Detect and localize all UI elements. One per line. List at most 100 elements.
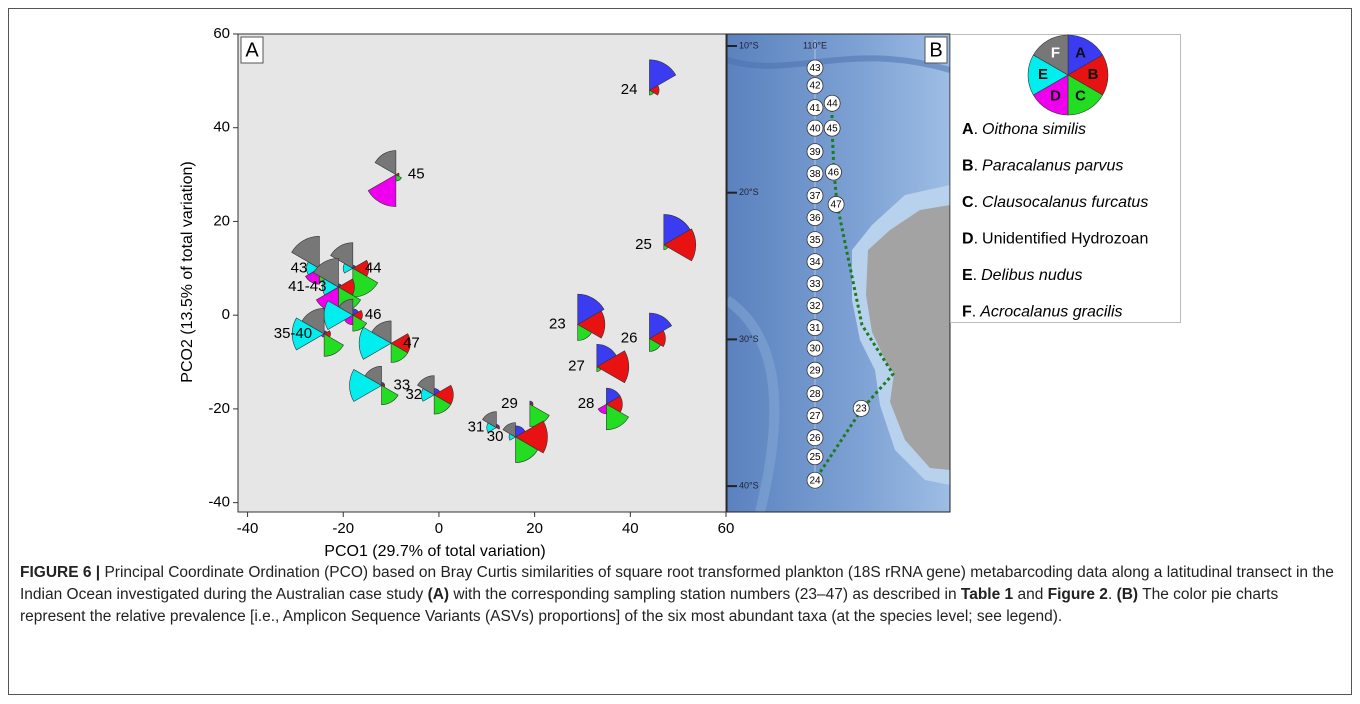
legend-separator: . (974, 121, 978, 138)
legend-letter: B (962, 158, 974, 175)
station-label: 30 (809, 343, 821, 354)
station-label: 39 (809, 147, 821, 158)
station-label: 25 (635, 236, 652, 253)
legend-letter: A (962, 121, 974, 138)
station-label: 45 (408, 166, 425, 183)
y-tick-label: -40 (208, 494, 230, 511)
legend-pie-letter: F (1051, 44, 1060, 61)
x-tick-label: -40 (237, 520, 259, 537)
station-label: 34 (809, 257, 821, 268)
lat-tick-label: 10°S (739, 40, 759, 50)
lat-tick-label: 30°S (739, 334, 759, 344)
legend-item: B.Paracalanus parvus (962, 158, 1123, 175)
legend-separator: . (974, 158, 978, 175)
legend-name: Clausocalanus furcatus (982, 194, 1148, 211)
caption-part: Table 1 (961, 586, 1013, 603)
lat-tick-label: 20°S (739, 187, 759, 197)
station-label: 26 (809, 433, 821, 444)
legend-pie-letter: E (1038, 66, 1048, 83)
legend-letter: E (962, 267, 973, 284)
legend-pie-letter: A (1075, 44, 1086, 61)
station-label: 41-43 (288, 278, 326, 295)
station-label: 46 (828, 167, 840, 178)
caption-part: (B) (1117, 586, 1139, 603)
caption: FIGURE 6 | Principal Coordinate Ordinati… (20, 562, 1342, 628)
station-label: 29 (501, 395, 518, 412)
station-label: 31 (468, 419, 485, 436)
station-label: 28 (809, 389, 821, 400)
legend-item: C.Clausocalanus furcatus (962, 194, 1148, 211)
legend-separator: . (972, 304, 976, 321)
station-label: 32 (809, 301, 821, 312)
station-label: 26 (621, 330, 638, 347)
station-label: 32 (405, 386, 422, 403)
x-tick-label: 0 (435, 520, 443, 537)
y-tick-label: 60 (213, 25, 230, 42)
legend-separator: . (973, 267, 977, 284)
x-tick-label: 40 (622, 520, 639, 537)
station-label: 24 (621, 81, 638, 98)
lon-label: 110°E (803, 40, 827, 50)
station-label: 41 (809, 103, 821, 114)
lat-tick-label: 40°S (739, 480, 759, 490)
station-label: 43 (291, 259, 308, 276)
legend-item: D.Unidentified Hydrozoan (962, 231, 1148, 248)
x-tick-label: -20 (332, 520, 354, 537)
station-label: 27 (568, 358, 585, 375)
station-label: 44 (827, 98, 839, 109)
station-label: 40 (809, 123, 821, 134)
x-tick-label: 20 (526, 520, 543, 537)
legend-pie-letter: B (1088, 66, 1099, 83)
station-label: 33 (809, 279, 821, 290)
caption-part: and (1013, 586, 1047, 603)
y-tick-label: 0 (222, 306, 230, 323)
station-label: 38 (809, 169, 821, 180)
station-label: 42 (809, 81, 821, 92)
station-label: 23 (856, 403, 868, 414)
y-tick-label: 20 (213, 212, 230, 229)
legend-separator: . (974, 194, 978, 211)
legend-letter: F (962, 304, 972, 321)
legend-name: Oithona similis (982, 121, 1086, 138)
station-label: 23 (549, 316, 566, 333)
station-label: 37 (809, 191, 821, 202)
legend-item: F.Acrocalanus gracilis (962, 304, 1123, 321)
x-tick-label: 60 (718, 520, 735, 537)
station-label: 25 (809, 452, 821, 463)
station-label: 31 (809, 323, 821, 334)
station-label: 30 (487, 428, 504, 445)
panel-label: B (929, 39, 942, 61)
caption-part: FIGURE 6 | (20, 564, 100, 581)
page: 244525434441-434635-40472326273332282931… (0, 0, 1360, 704)
caption-part: (A) (428, 586, 450, 603)
caption-part: with the corresponding sampling station … (449, 586, 961, 603)
caption-part: . (1108, 586, 1117, 603)
station-label: 35-40 (274, 325, 312, 342)
station-label: 35 (809, 235, 821, 246)
legend-separator: . (974, 231, 978, 248)
x-axis-title: PCO1 (29.7% of total variation) (324, 543, 545, 560)
station-label: 36 (809, 213, 821, 224)
station-label: 29 (809, 365, 821, 376)
station-label: 46 (365, 306, 382, 323)
legend-pie-letter: C (1075, 88, 1086, 105)
legend-name: Unidentified Hydrozoan (982, 231, 1148, 248)
legend-letter: C (962, 194, 974, 211)
station-label: 44 (365, 259, 382, 276)
legend-name: Delibus nudus (981, 267, 1082, 284)
station-label: 47 (831, 200, 843, 211)
legend-name: Acrocalanus gracilis (979, 304, 1122, 321)
station-label: 47 (403, 334, 420, 351)
y-tick-label: 40 (213, 119, 230, 136)
y-tick-label: -20 (208, 400, 230, 417)
legend-name: Paracalanus parvus (982, 158, 1123, 175)
y-axis-title: PCO2 (13.5% of total variation) (179, 161, 196, 382)
panel-label: A (245, 39, 259, 61)
station-label: 24 (809, 475, 821, 486)
station-label: 43 (809, 63, 821, 74)
station-label: 28 (578, 395, 595, 412)
legend-pie-letter: D (1050, 88, 1061, 105)
station-label: 27 (809, 411, 821, 422)
station-label: 45 (827, 123, 839, 134)
caption-part: Figure 2 (1048, 586, 1108, 603)
